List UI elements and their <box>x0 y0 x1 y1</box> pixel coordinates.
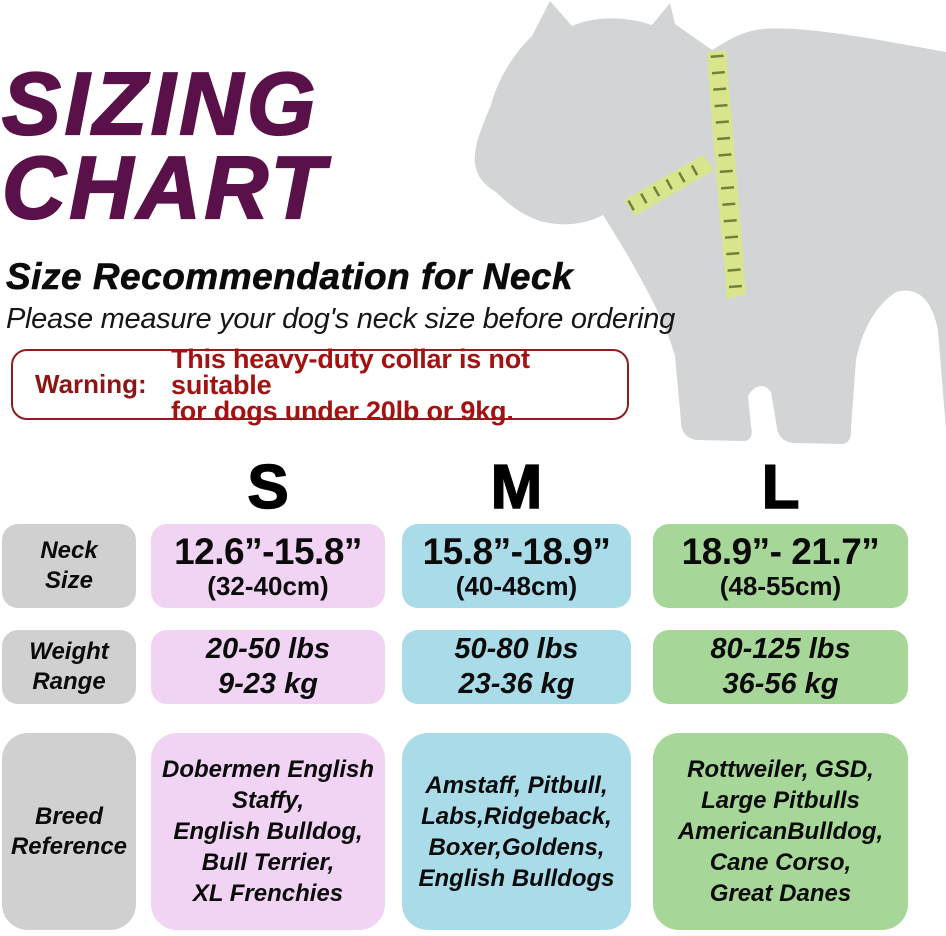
page-subtitle: Size Recommendation for Neck <box>6 256 574 298</box>
measuring-tape-icon <box>624 50 746 299</box>
dog-body-shape <box>474 1 946 444</box>
page-title: SIZING CHART <box>1 54 329 237</box>
cell-neck-size-m: 15.8”-18.9” (40-48cm) <box>402 524 631 608</box>
cell-weight-range-s: 20-50 lbs 9-23 kg <box>151 630 385 704</box>
row-label-weight-range: Weight Range <box>2 630 136 704</box>
size-header-s: S <box>247 453 290 522</box>
cell-breed-reference-l: Rottweiler, GSD, Large Pitbulls American… <box>653 733 908 930</box>
warning-box: Warning: This heavy-duty collar is not s… <box>11 345 629 424</box>
cell-breed-reference-m: Amstaff, Pitbull, Labs,Ridgeback, Boxer,… <box>402 733 631 930</box>
size-header-l: L <box>761 453 800 522</box>
cell-weight-range-l: 80-125 lbs 36-56 kg <box>653 630 908 704</box>
cell-weight-range-m: 50-80 lbs 23-36 kg <box>402 630 631 704</box>
cell-neck-size-s: 12.6”-15.8” (32-40cm) <box>151 524 385 608</box>
size-header-m: M <box>490 453 543 522</box>
warning-message: This heavy-duty collar is not suitable f… <box>171 343 530 426</box>
cell-breed-reference-s: Dobermen English Staffy, English Bulldog… <box>151 733 385 930</box>
cell-neck-size-l: 18.9”- 21.7” (48-55cm) <box>653 524 908 608</box>
dog-silhouette <box>474 1 946 444</box>
row-label-breed-reference: Breed Reference <box>2 733 136 930</box>
warning-label: Warning: <box>35 369 147 399</box>
measure-note: Please measure your dog's neck size befo… <box>6 303 675 335</box>
row-label-neck-size: Neck Size <box>2 524 136 608</box>
